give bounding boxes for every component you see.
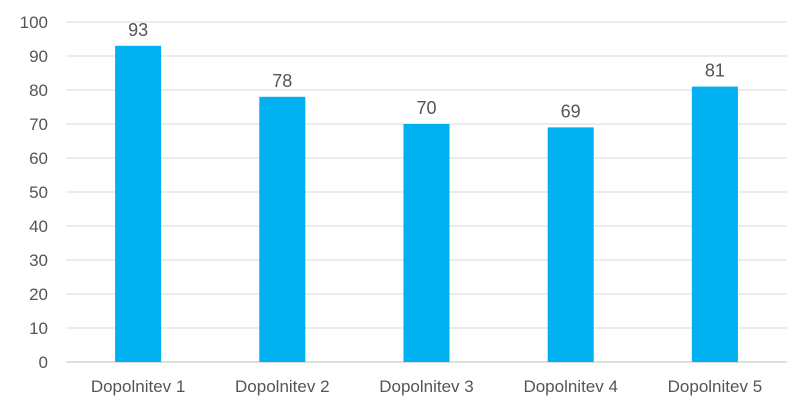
bar: [403, 124, 450, 362]
y-tick-label: 70: [29, 115, 48, 134]
y-tick-label: 40: [29, 217, 48, 236]
x-tick-label: Dopolnitev 4: [523, 377, 618, 396]
x-tick-label: Dopolnitev 5: [668, 377, 763, 396]
y-axis-tick-labels: 0 10 20 30 40 50 60 70 80 90 100: [20, 13, 48, 372]
y-tick-label: 60: [29, 149, 48, 168]
y-tick-label: 90: [29, 47, 48, 66]
y-tick-label: 100: [20, 13, 48, 32]
y-tick-label: 10: [29, 319, 48, 338]
bar: [259, 96, 306, 363]
bar: [115, 45, 162, 363]
y-tick-label: 30: [29, 251, 48, 270]
data-label: 70: [416, 98, 436, 118]
data-label: 78: [272, 71, 292, 91]
x-tick-label: Dopolnitev 3: [379, 377, 474, 396]
x-axis-tick-labels: Dopolnitev 1 Dopolnitev 2 Dopolnitev 3 Dopo…: [91, 377, 762, 396]
data-label: 93: [128, 20, 148, 40]
y-tick-label: 20: [29, 285, 48, 304]
data-labels: 93 78 70 69 81: [128, 20, 725, 122]
x-tick-label: Dopolnitev 1: [91, 377, 186, 396]
data-label: 81: [705, 61, 725, 81]
bar: [691, 86, 738, 362]
y-tick-label: 0: [39, 353, 48, 372]
data-label: 69: [561, 101, 581, 121]
y-tick-label: 50: [29, 183, 48, 202]
bar: [547, 127, 594, 363]
x-tick-label: Dopolnitev 2: [235, 377, 330, 396]
y-tick-label: 80: [29, 81, 48, 100]
bars: [115, 45, 738, 363]
